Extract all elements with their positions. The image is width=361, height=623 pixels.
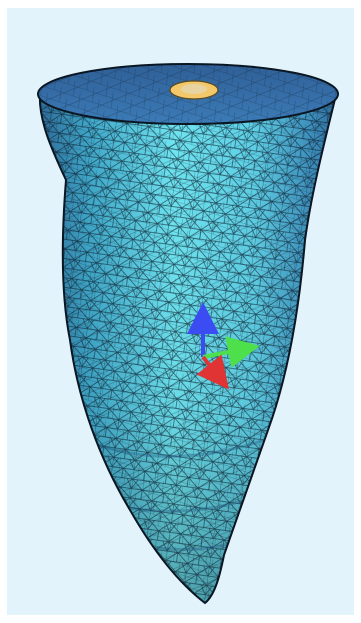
viewport [0, 0, 361, 623]
top-hole [181, 84, 207, 94]
top-face [38, 64, 338, 124]
page [0, 0, 361, 623]
